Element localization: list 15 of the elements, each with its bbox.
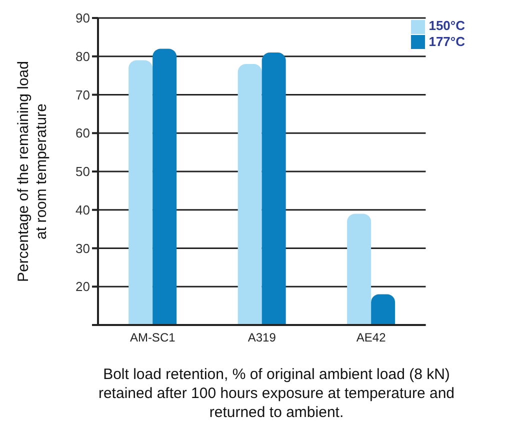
x-tick-label: A319 (248, 330, 276, 345)
x-axis-title: Bolt load retention, % of original ambient load (8 kN) retained after 100 hours exposure at temperature and returned to ambient. (97, 365, 456, 422)
y-tick-label: 40 (76, 202, 90, 218)
x-tick-label: AE42 (356, 330, 386, 345)
legend-label: 177°C (428, 34, 465, 49)
y-tick-label: 60 (76, 126, 90, 141)
y-tick-label: 90 (76, 10, 90, 26)
y-tick-label: 20 (76, 279, 90, 294)
x-tick-label: AM-SC1 (130, 330, 176, 345)
y-tick-label: 70 (76, 87, 90, 102)
y-axis-title: Percentage of the remaining load at room temperature (15, 61, 50, 282)
y-tick-label: 30 (76, 240, 90, 256)
y-tick-label: 80 (76, 48, 90, 64)
y-tick-label: 50 (76, 164, 90, 180)
legend-label: 150°C (428, 18, 465, 33)
